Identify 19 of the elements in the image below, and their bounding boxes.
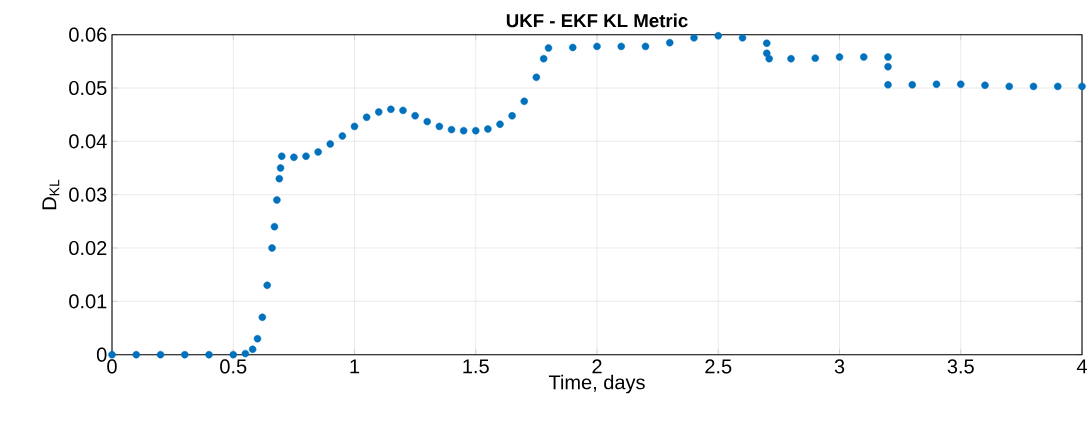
x-axis-title: Time, days [548,374,645,394]
x-tick-label: 2 [592,359,602,374]
y-tick-label: 0.03 [69,187,107,202]
y-axis-title: D$_{KL}$ [42,179,60,210]
y-tick-label: 0.05 [69,80,107,96]
y-tick-label: 0.04 [69,134,107,149]
x-tick-label: 0 [107,359,117,374]
x-tick-label: 0.5 [220,359,247,374]
y-tick-label: 0.01 [69,294,107,309]
x-tick-label: 2.5 [705,359,732,374]
x-tick-label: 1.5 [463,359,489,374]
x-tick-label: 3.5 [947,359,974,374]
x-tick-label: 1 [350,359,360,374]
x-tick-label: 3 [834,359,845,374]
y-tick-label: 0.02 [69,240,107,256]
x-tick-label: 4 [1076,359,1087,374]
y-tick-label: 0.06 [69,27,107,42]
chart-title: UKF - EKF KL Metric [506,13,688,28]
y-tick-label: 0 [96,347,107,362]
